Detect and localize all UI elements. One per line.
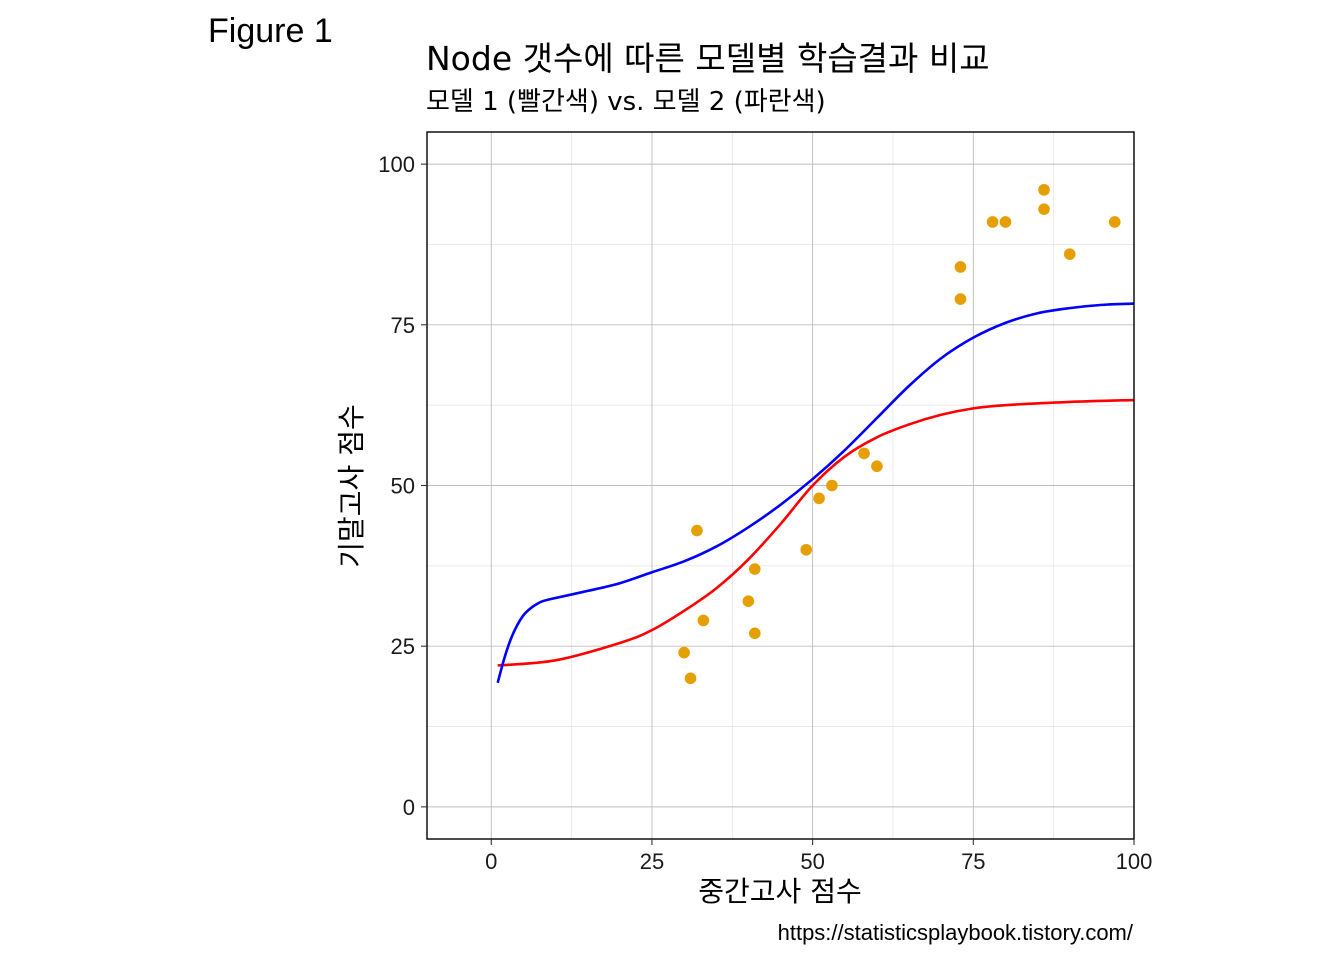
data-point (691, 524, 703, 537)
y-tick-label: 50 (391, 474, 415, 499)
data-point (1108, 216, 1121, 228)
x-axis-title: 중간고사 점수 (698, 875, 861, 908)
data-point (697, 614, 710, 627)
x-tick-label: 0 (485, 849, 497, 874)
figure-label: Figure 1 (208, 12, 333, 50)
x-tick-label: 25 (640, 849, 664, 874)
y-tick-label: 75 (391, 313, 415, 338)
data-point (826, 479, 838, 492)
data-point (954, 293, 967, 305)
data-point (986, 216, 999, 228)
data-point (858, 447, 870, 460)
y-axis-title: 기말고사 점수 (335, 404, 368, 567)
source-caption: https://statisticsplaybook.tistory.com/ (778, 920, 1134, 945)
data-point (684, 672, 697, 685)
chart-marks (496, 184, 1135, 685)
axes: 0 25 50 75 100 0 25 50 75 100 (378, 152, 1152, 874)
data-point (800, 543, 813, 556)
chart-subtitle: 모델 1 (빨간색) vs. 모델 2 (파란색) (426, 87, 826, 117)
y-tick-label: 25 (391, 634, 415, 659)
data-point (748, 563, 761, 575)
x-tick-label: 75 (961, 849, 985, 874)
data-point (678, 646, 690, 659)
data-point (813, 492, 825, 505)
data-point (1038, 203, 1050, 215)
x-tick-label: 100 (1116, 849, 1153, 874)
data-point (871, 460, 883, 473)
model-2-curve (496, 302, 1135, 684)
data-point (742, 595, 755, 607)
data-point (999, 216, 1012, 228)
model-1-curve (497, 398, 1135, 667)
chart-title: Node 갯수에 따른 모델별 학습결과 비교 (426, 39, 990, 78)
data-point (748, 627, 761, 640)
y-tick-label: 0 (403, 795, 415, 820)
data-point (954, 261, 967, 273)
x-tick-label: 50 (800, 849, 824, 874)
data-point (1063, 248, 1076, 260)
grid (427, 132, 1135, 839)
y-tick-label: 100 (378, 152, 415, 177)
data-point (1038, 184, 1050, 196)
